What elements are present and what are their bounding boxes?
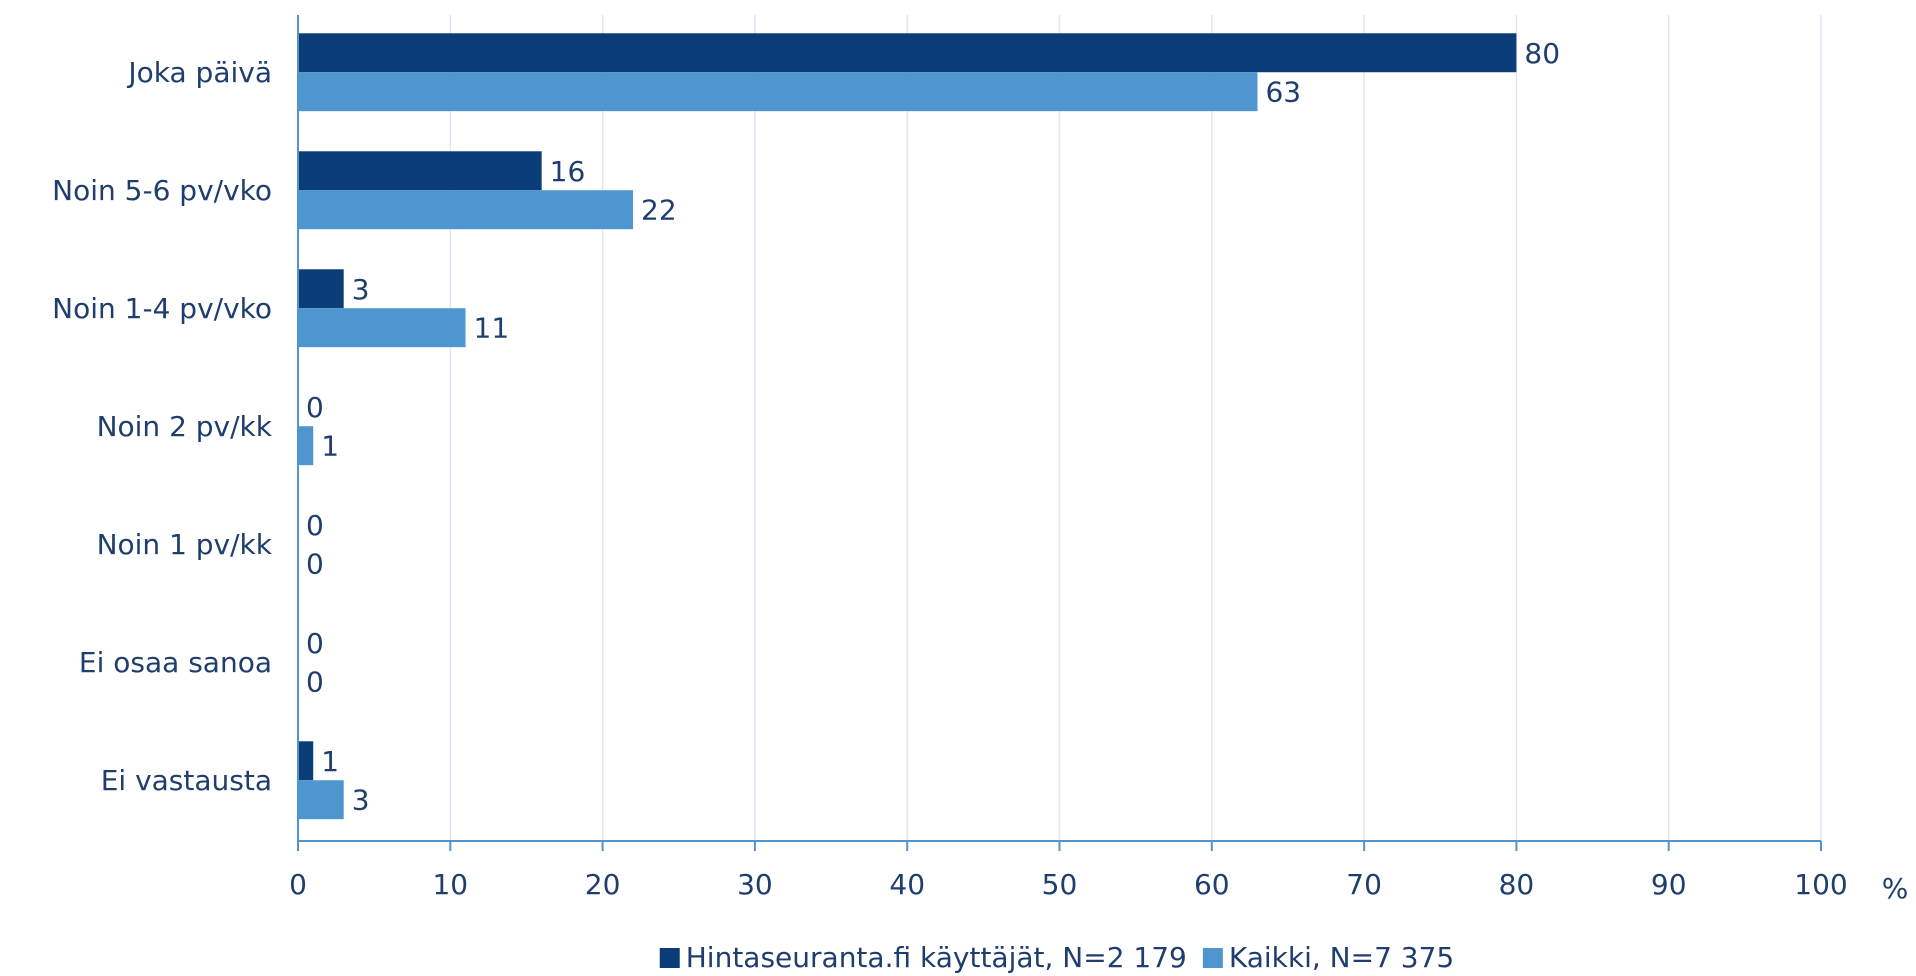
x-tick-label: 0 xyxy=(289,868,307,901)
bar xyxy=(298,426,314,466)
value-label: 0 xyxy=(306,509,324,542)
value-label: 63 xyxy=(1265,76,1301,109)
x-tick-label: 10 xyxy=(432,868,468,901)
value-label: 22 xyxy=(641,194,677,227)
y-tick-label: Noin 1 pv/kk xyxy=(97,528,273,561)
x-tick-label: 20 xyxy=(585,868,621,901)
x-tick-label: 30 xyxy=(737,868,773,901)
x-tick-label: 100 xyxy=(1794,868,1847,901)
legend-swatch xyxy=(659,948,680,968)
y-tick-label: Ei vastausta xyxy=(101,764,272,797)
x-tick-label: 80 xyxy=(1499,868,1535,901)
legend-swatch xyxy=(1202,948,1223,968)
x-axis-unit: % xyxy=(1882,872,1909,905)
x-tick-label: 50 xyxy=(1042,868,1078,901)
y-tick-label: Joka päivä xyxy=(126,56,272,89)
value-label: 0 xyxy=(306,627,324,660)
value-label: 0 xyxy=(306,548,324,581)
value-label: 0 xyxy=(306,666,324,699)
value-label: 80 xyxy=(1524,37,1560,70)
legend-label: Hintaseuranta.fi käyttäjät, N=2 179 xyxy=(686,941,1187,974)
value-label: 3 xyxy=(352,273,370,306)
value-label: 0 xyxy=(306,391,324,424)
bar xyxy=(298,72,1258,112)
x-tick-label: 40 xyxy=(889,868,925,901)
y-tick-label: Ei osaa sanoa xyxy=(79,646,272,679)
x-tick-label: 90 xyxy=(1651,868,1687,901)
value-label: 1 xyxy=(321,430,339,463)
legend: Hintaseuranta.fi käyttäjät, N=2 179 Kaikk… xyxy=(659,941,1454,974)
x-tick-label: 60 xyxy=(1194,868,1230,901)
bar xyxy=(298,780,344,820)
value-label: 11 xyxy=(474,312,510,345)
value-label: 3 xyxy=(352,784,370,817)
legend-label: Kaikki, N=7 375 xyxy=(1229,941,1454,974)
bar xyxy=(298,269,344,309)
y-tick-label: Noin 5-6 pv/vko xyxy=(52,174,272,207)
y-tick-label: Noin 1-4 pv/vko xyxy=(52,292,272,325)
bar xyxy=(298,33,1517,73)
bar xyxy=(298,190,634,230)
bar xyxy=(298,741,314,781)
x-tick-label: 70 xyxy=(1346,868,1382,901)
value-label: 16 xyxy=(550,155,586,188)
bar xyxy=(298,151,542,191)
bar xyxy=(298,308,466,348)
y-tick-label: Noin 2 pv/kk xyxy=(97,410,273,443)
value-label: 1 xyxy=(321,745,339,778)
